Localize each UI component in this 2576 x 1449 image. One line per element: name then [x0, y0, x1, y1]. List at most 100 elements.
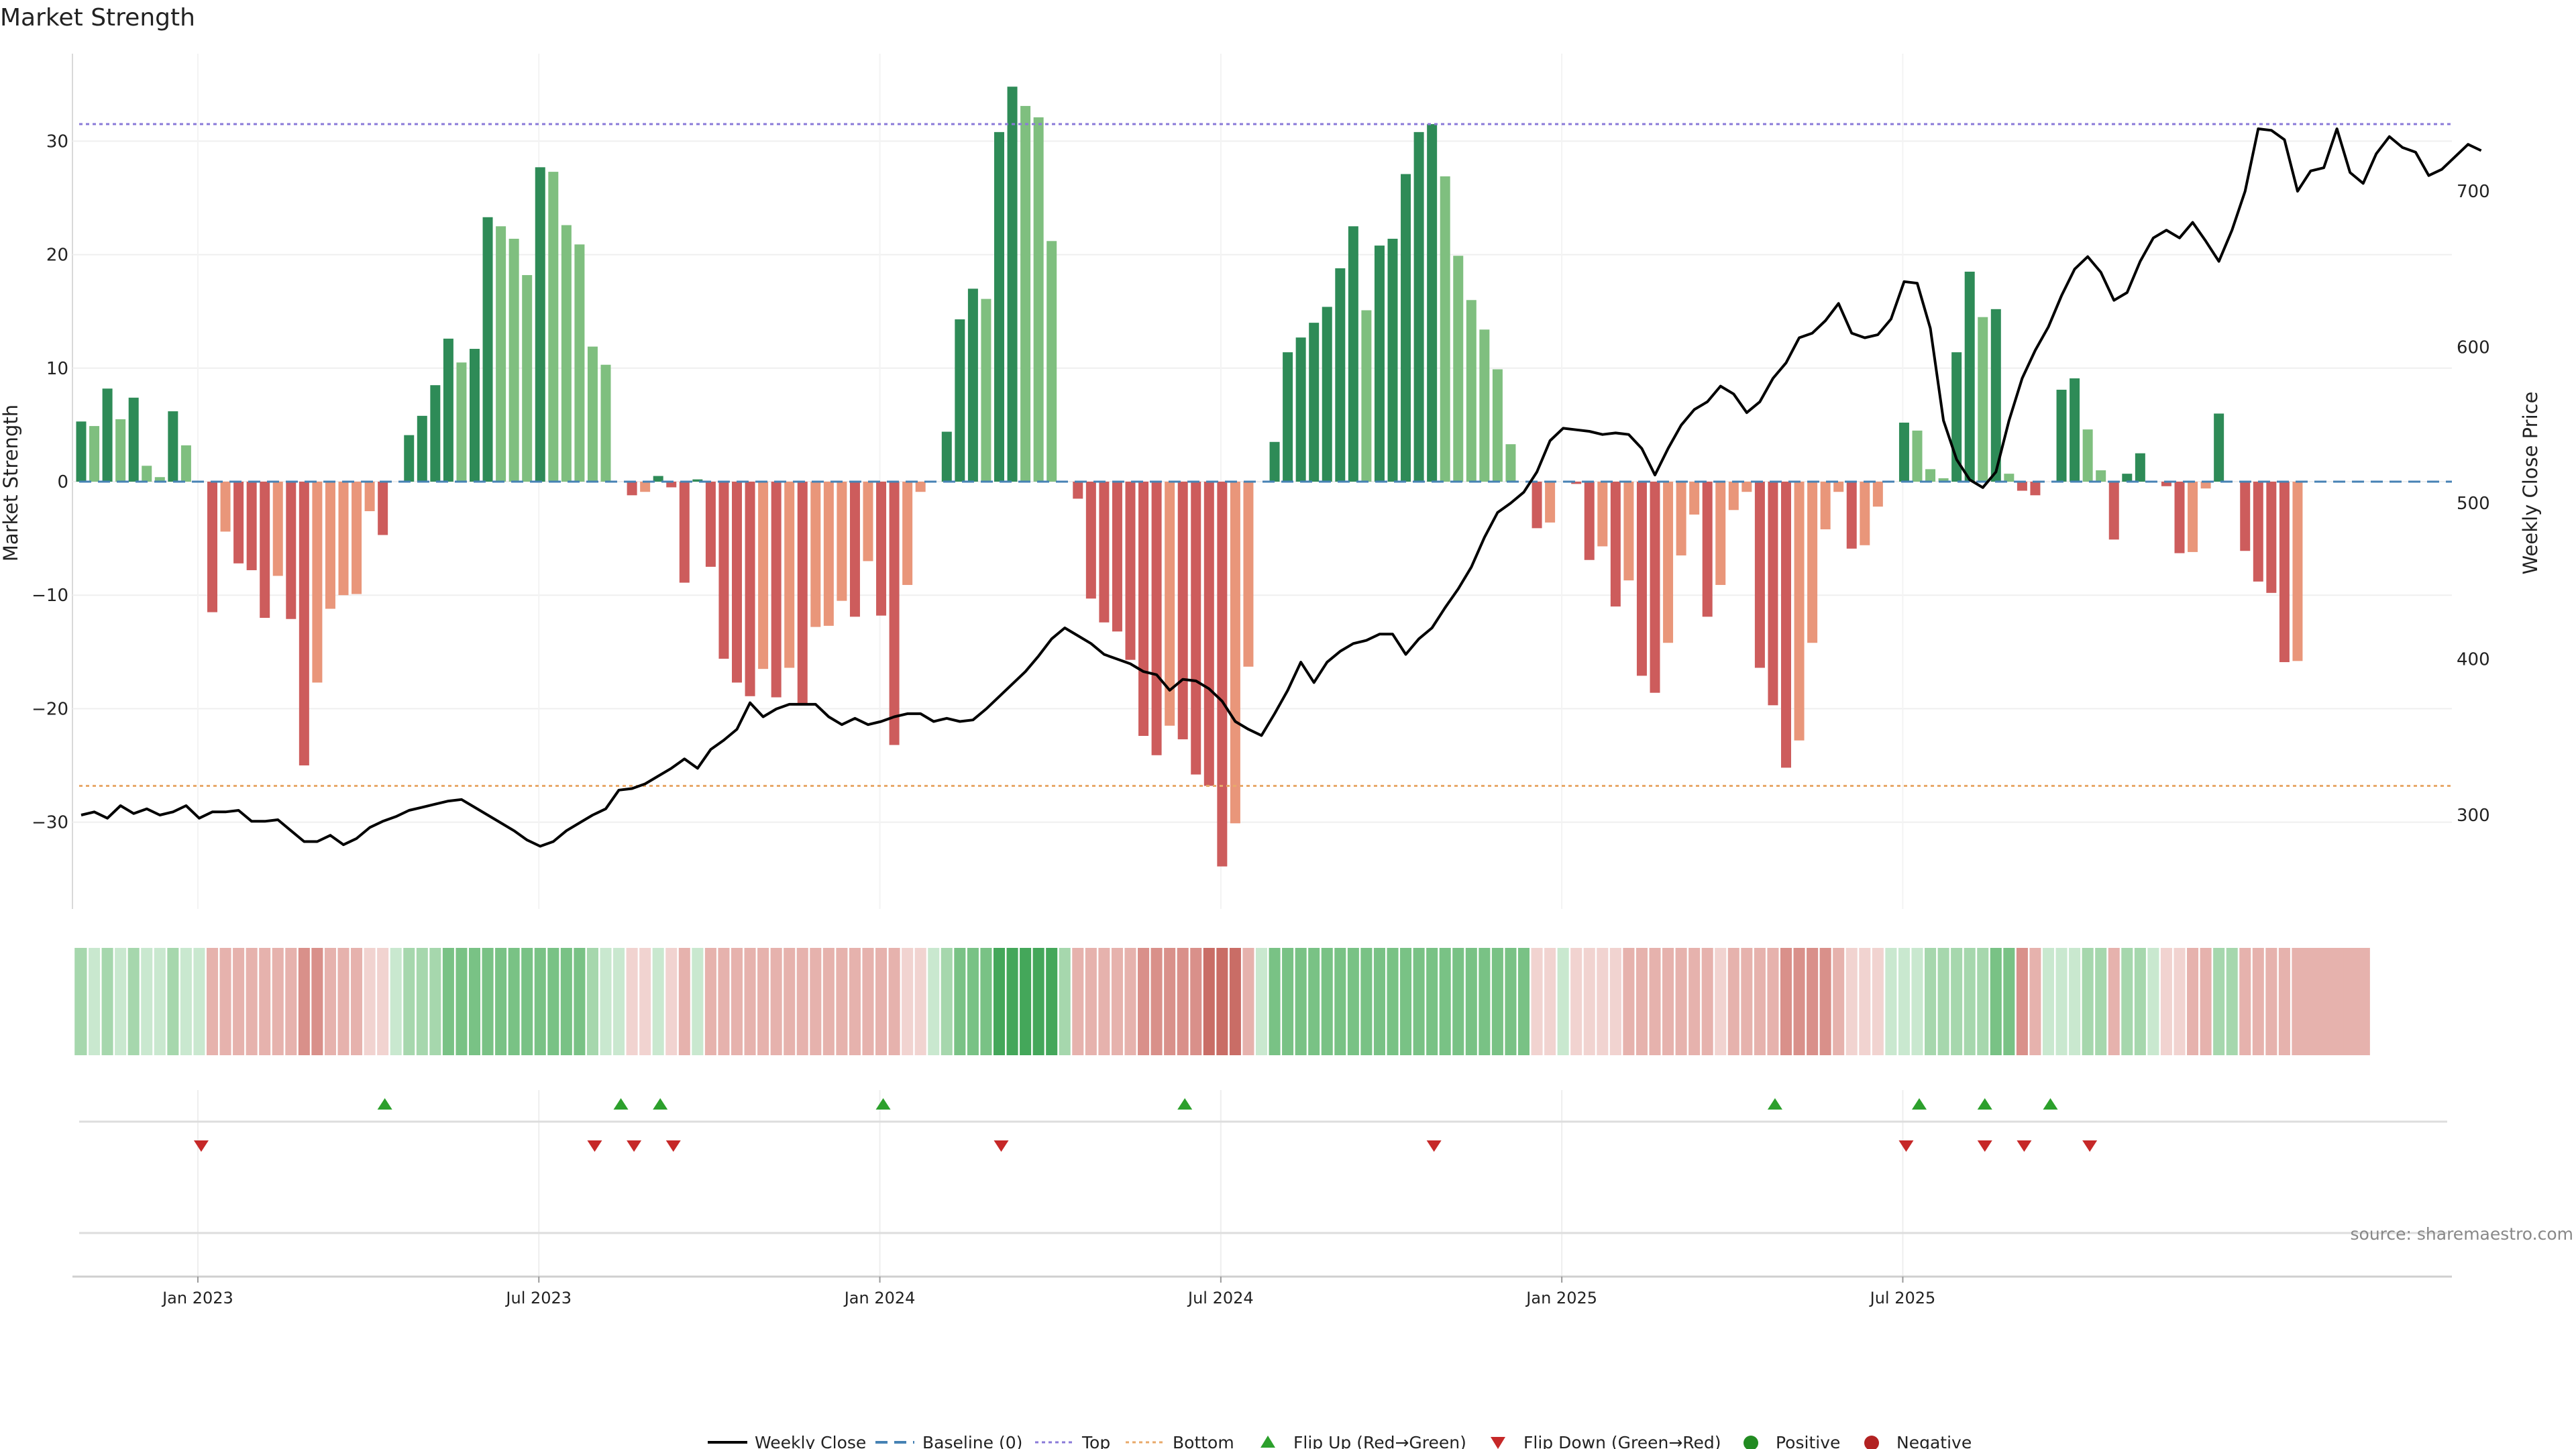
flip-up-marker: [377, 1098, 392, 1110]
strength-bar: [2096, 470, 2106, 482]
heat-cell: [441, 948, 455, 1055]
flip-up-marker: [1977, 1098, 1992, 1110]
heat-cell: [1556, 948, 1570, 1055]
heat-cell: [2002, 948, 2017, 1055]
strength-bar: [797, 482, 808, 706]
strength-bar: [260, 482, 270, 619]
heat-cell: [2291, 948, 2305, 1055]
heat-cell: [245, 948, 259, 1055]
heat-cell: [1018, 948, 1032, 1055]
legend-flip-up-swatch: [1260, 1436, 1275, 1448]
strength-bar: [1269, 441, 1280, 482]
strength-bar: [338, 482, 349, 596]
heat-cell: [284, 948, 298, 1055]
strength-bar: [1532, 482, 1542, 529]
heat-cell: [205, 948, 219, 1055]
left-y-tick-label: −10: [32, 586, 68, 606]
strength-bar: [1702, 482, 1713, 617]
strength-bar: [902, 482, 913, 585]
strength-bar: [863, 482, 873, 561]
heat-cell: [1923, 948, 1937, 1055]
heat-cell: [127, 948, 141, 1055]
heat-cell: [311, 948, 325, 1055]
heat-cell: [1216, 948, 1230, 1055]
strength-bar: [2253, 482, 2263, 582]
legend-bottom: Bottom: [1173, 1433, 1234, 1449]
strength-bar: [2082, 429, 2093, 482]
heat-cell: [756, 948, 770, 1055]
heat-cell: [1937, 948, 1951, 1055]
heat-cell: [900, 948, 914, 1055]
heat-cell: [2343, 948, 2357, 1055]
heat-cell: [153, 948, 167, 1055]
strength-bar: [1898, 423, 1909, 482]
heat-cell: [1438, 948, 1452, 1055]
x-tick-label: Jan 2024: [843, 1289, 916, 1307]
strength-bar: [1610, 482, 1621, 607]
strength-bar: [1165, 482, 1175, 726]
flip-up-marker: [653, 1098, 668, 1110]
strength-bar: [1020, 105, 1031, 482]
strength-bars: [76, 87, 2303, 867]
heat-cell: [2068, 948, 2082, 1055]
strength-bar: [246, 482, 257, 570]
legend-baseline: Baseline (0): [922, 1433, 1022, 1449]
strength-bar: [666, 482, 677, 488]
heat-cell: [337, 948, 351, 1055]
heat-cell: [1596, 948, 1609, 1055]
right-y-ticks: 700 600 500 400 300: [2457, 182, 2490, 826]
strength-bar: [2161, 482, 2171, 486]
x-tick-label: Jan 2023: [161, 1289, 233, 1307]
heat-cell: [1831, 948, 1845, 1055]
heat-cell: [1346, 948, 1360, 1055]
heat-cell: [1360, 948, 1374, 1055]
heat-cell: [1294, 948, 1308, 1055]
strength-bar: [1636, 482, 1647, 676]
strength-bar: [220, 482, 231, 532]
strength-bar: [1230, 482, 1240, 824]
heat-cell: [2212, 948, 2226, 1055]
strength-bar: [1571, 482, 1582, 484]
heat-cell: [1228, 948, 1242, 1055]
strength-bar: [1335, 268, 1346, 482]
legend-negative: Negative: [1896, 1433, 1972, 1449]
heat-cell: [809, 948, 822, 1055]
legend-flip-up: Flip Up (Red→Green): [1293, 1433, 1466, 1449]
strength-bar: [1413, 131, 1424, 482]
heat-cell: [1687, 948, 1701, 1055]
heat-cell: [730, 948, 744, 1055]
strength-bar: [312, 482, 323, 683]
flip-down-marker: [627, 1140, 642, 1152]
heat-cell: [1779, 948, 1793, 1055]
flip-up-marker: [1767, 1098, 1782, 1110]
strength-bar: [1361, 310, 1372, 482]
strength-bar: [548, 172, 559, 482]
strength-bar: [784, 482, 795, 668]
flip-down-marker: [2017, 1140, 2032, 1152]
strength-bar: [2122, 474, 2133, 482]
strength-bar: [1177, 482, 1188, 740]
strength-bar: [443, 338, 453, 482]
heat-cell: [1674, 948, 1688, 1055]
right-y-tick-label: 300: [2457, 806, 2490, 826]
heat-cell: [914, 948, 928, 1055]
heat-cell: [1202, 948, 1216, 1055]
heat-cell: [888, 948, 902, 1055]
strength-bar: [1820, 482, 1831, 530]
strength-bar: [705, 482, 716, 567]
strength-bar: [1925, 469, 1936, 482]
heat-cell: [1713, 948, 1727, 1055]
heat-cell: [2199, 948, 2213, 1055]
heat-cell: [664, 948, 678, 1055]
heat-cell: [1058, 948, 1072, 1055]
right-y-axis-label: Weekly Close Price: [2519, 392, 2542, 575]
heat-cell: [101, 948, 115, 1055]
heat-cell: [1766, 948, 1780, 1055]
x-tick-label: Jul 2025: [1869, 1289, 1936, 1307]
strength-bar: [1203, 482, 1214, 786]
price-line-layer: [80, 127, 2482, 848]
strength-bar: [168, 411, 178, 482]
heat-cell: [926, 948, 941, 1055]
heat-cell: [2055, 948, 2069, 1055]
heat-cell: [992, 948, 1006, 1055]
